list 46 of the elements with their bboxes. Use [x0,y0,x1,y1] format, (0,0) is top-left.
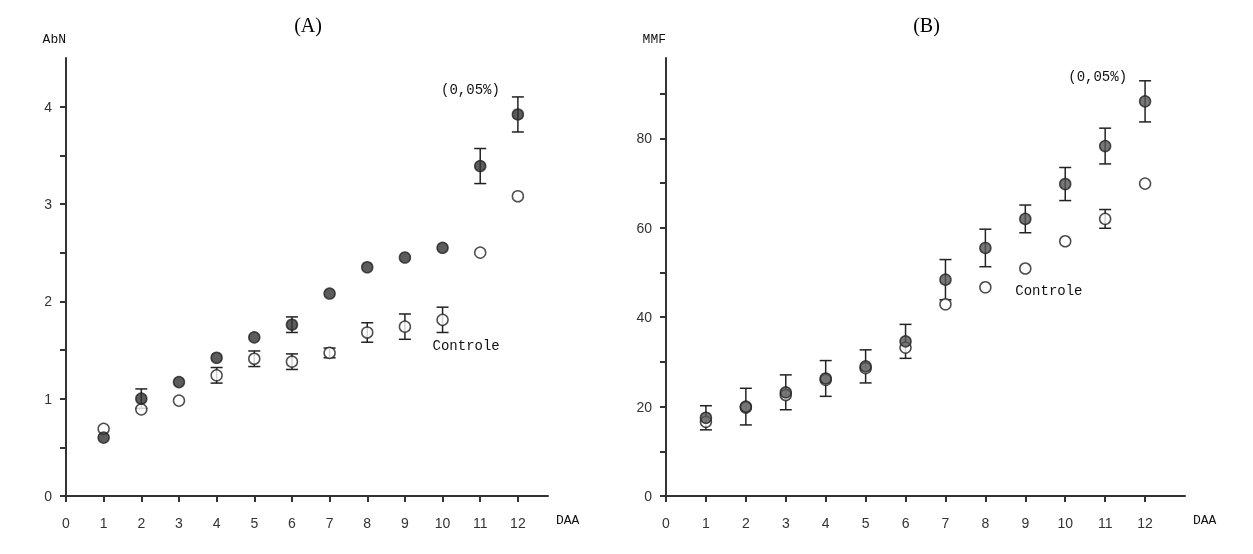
x-tick-label: 7 [941,515,950,531]
x-tick-label: 11 [1097,515,1113,531]
x-tick-label: 10 [1057,515,1074,531]
x-tick-label: 0 [662,515,671,531]
x-tick-label: 6 [901,515,910,531]
x-tick-label: 1 [99,515,108,531]
chart-title: (B) [913,14,940,37]
series-label: Controle [432,337,500,354]
x-tick-label: 4 [821,515,830,531]
y-tick-label: 3 [44,196,53,212]
y-tick-label: 80 [636,130,653,147]
chart-title: (A) [294,14,322,37]
x-tick-label: 2 [741,515,750,531]
x-tick-label: 12 [510,515,526,531]
y-tick-label: 4 [44,98,53,115]
x-axis-title: DAA [556,513,580,528]
x-tick-label: 3 [175,515,184,531]
x-tick-label: 9 [1021,515,1030,531]
x-tick-label: 8 [363,515,372,531]
x-tick-label: 4 [212,515,221,531]
x-tick-label: 3 [781,515,790,531]
y-axis-title: AbN [42,32,66,47]
y-tick-label: 0 [644,488,653,504]
y-tick-label: 20 [636,398,653,415]
x-tick-label: 0 [62,515,71,531]
x-tick-label: 8 [981,515,990,531]
series-label: (0,05%) [1068,69,1128,86]
x-tick-label: 6 [288,515,297,531]
series-label: (0,05%) [441,82,500,99]
x-tick-label: 2 [137,515,146,531]
y-tick-label: 2 [44,293,53,310]
x-axis-title: DAA [1193,513,1217,528]
y-tick-label: 40 [636,309,653,326]
x-tick-label: 7 [325,515,334,531]
x-tick-label: 5 [861,515,870,531]
x-tick-label: 1 [702,515,711,531]
x-tick-label: 5 [250,515,259,531]
y-tick-label: 60 [636,219,653,236]
x-tick-label: 9 [401,515,410,531]
y-tick-label: 1 [44,390,53,407]
x-tick-label: 11 [472,515,488,531]
y-tick-label: 0 [44,488,53,504]
y-axis-title: MMF [642,32,666,47]
x-tick-label: 12 [1137,515,1154,531]
series-label: Controle [1015,282,1083,299]
x-tick-label: 10 [434,515,451,531]
